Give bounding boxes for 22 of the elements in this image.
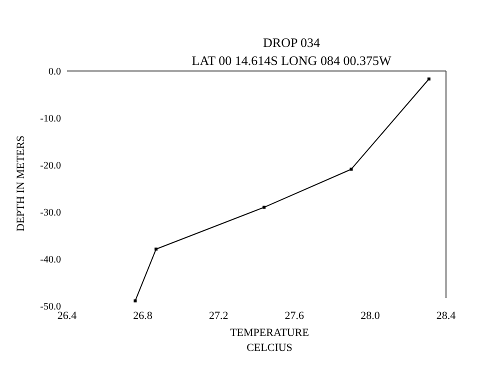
point	[350, 168, 353, 171]
x-tick-label: 26.4	[57, 310, 78, 322]
point	[134, 299, 137, 302]
x-tick-label: 27.6	[284, 310, 305, 322]
y-tick-label: -10.0	[40, 114, 61, 124]
x-tick-label: 27.2	[208, 310, 228, 322]
point	[262, 206, 266, 209]
chart-subtitle: LAT 00 14.614S LONG 084 00.375W	[192, 53, 392, 68]
line-series	[134, 77, 430, 302]
x-tick-label: 26.8	[133, 310, 153, 322]
point	[154, 248, 158, 251]
y-tick-label: -40.0	[40, 254, 61, 266]
x-tick-label: 28.0	[360, 310, 380, 322]
y-axis-title: DEPTH IN METERS	[15, 136, 27, 232]
chart-title: DROP 034	[263, 35, 320, 50]
x-tick-label: 28.4	[436, 310, 456, 322]
y-tick-label: -30.0	[40, 208, 61, 218]
x-axis-title: TEMPERATURE CELCIUS	[230, 327, 310, 354]
point	[427, 77, 430, 80]
y-tick-label: -50.0	[40, 302, 61, 312]
y-tick-label: -20.0	[40, 160, 61, 172]
y-tick-label: 0.0	[48, 66, 61, 78]
